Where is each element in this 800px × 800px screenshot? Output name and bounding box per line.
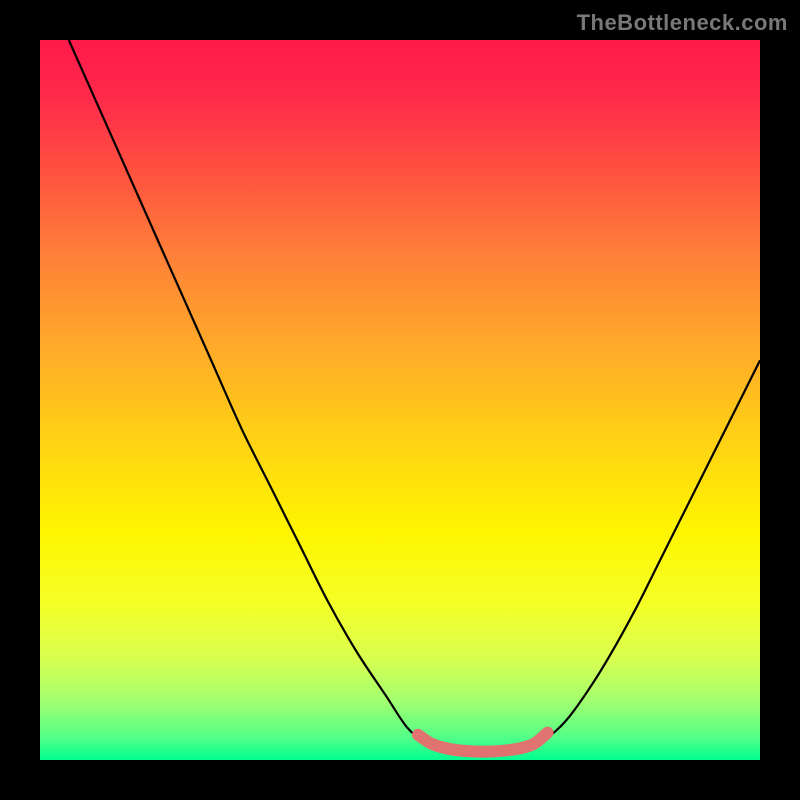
plot-area (40, 40, 760, 760)
chart-container: TheBottleneck.com (0, 0, 800, 800)
watermark-text: TheBottleneck.com (577, 10, 788, 36)
gradient-background (40, 40, 760, 760)
chart-svg (40, 40, 760, 760)
